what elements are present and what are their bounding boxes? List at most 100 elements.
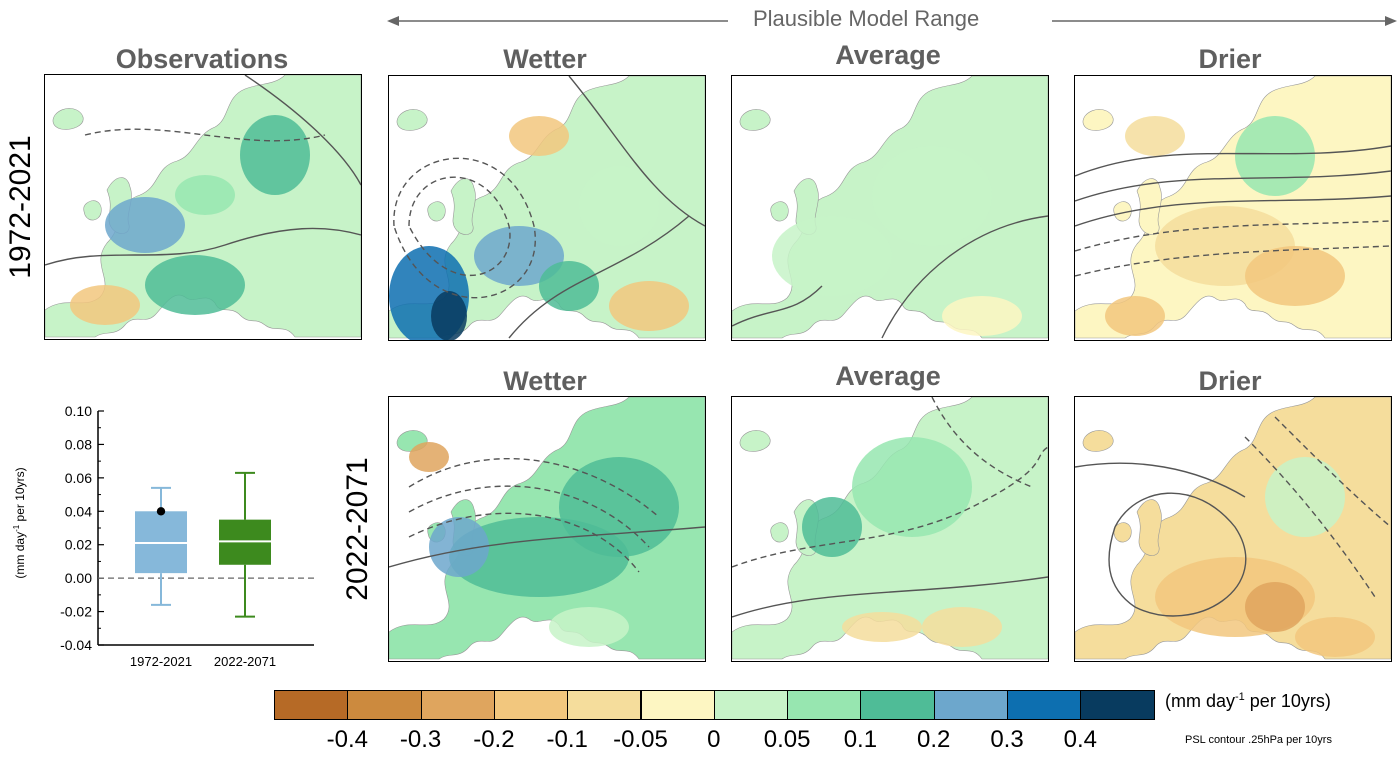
precip-anomaly-patch [1265,457,1345,537]
precip-anomaly-patch [409,442,449,472]
precip-anomaly-patch [772,216,892,296]
iceland-land [739,430,771,452]
psl-contour-solid [1075,462,1246,498]
map-svg [389,397,705,660]
psl-contour-solid [1108,492,1247,617]
psl-contour-dashed [408,458,660,518]
header-wetter-bottom: Wetter [503,366,587,396]
colorbar-cell [787,690,862,720]
psl-contour-dashed [931,397,1033,488]
precip-anomaly-patch [1245,246,1345,306]
y-tick-label: 0.06 [65,470,92,486]
precip-anomaly-patch [559,457,679,557]
colorbar-tick-label: -0.1 [546,726,588,753]
y-tick-label: 0.02 [65,537,92,553]
colorbar-cell [933,690,1008,720]
britain-land [1136,178,1162,235]
boxplot-chart: -0.04 -0.02 0.00 0.02 0.04 0.06 0.08 0.10 1972-… [12,403,314,669]
precip-anomaly-patch [1125,116,1185,156]
precip-anomaly-patch [1245,582,1305,632]
header-average-bottom: Average [835,361,941,391]
precip-anomaly-patch [549,607,629,647]
header-observations: Observations [115,44,289,74]
psl-contour-solid [1075,170,1391,202]
precip-anomaly-patch [429,517,489,577]
header-average-top: Average [835,40,941,70]
precip-anomaly-patch [1295,617,1375,657]
units-tail: per 10yrs) [1244,691,1331,711]
ylabel-sup: -1 [12,524,21,532]
ylabel-main: (mm day [13,532,27,579]
psl-contour-solid [732,285,823,327]
observed-point [156,507,166,516]
colorbar-tick-label: 0.3 [990,726,1024,753]
colorbar-cell [493,690,569,720]
y-tick-label: -0.04 [60,637,92,653]
precip-anomaly-patch [922,607,1002,647]
precip-anomaly-patch [70,285,140,325]
map-svg [1075,76,1391,339]
map-svg [45,75,361,338]
precip-anomaly-patch [539,261,599,311]
ireland-land [83,200,102,221]
psl-contour-dashed [408,485,650,548]
psl-contour-dashed [393,157,536,299]
precip-anomaly-patch [842,612,922,642]
box-2022-2071: 2022-2071 [214,471,276,669]
precip-anomaly-patch [509,116,569,156]
colorbar-cell [347,690,422,720]
boxplot-ylabel: (mm day-1 per 10yrs) [12,467,27,578]
precip-anomaly-patch [431,291,467,340]
map-svg [389,76,705,340]
precip-anomaly-patch [852,437,972,537]
ireland-land [770,201,789,222]
iceland-land [52,108,84,130]
psl-contour-solid [508,215,690,339]
precip-anomaly-patch [105,197,185,253]
colorbar-cell [640,690,715,720]
precip-anomaly-patch [579,166,659,246]
precip-anomaly-patch [942,296,1022,336]
psl-contour-dashed [408,176,511,276]
psl-contour-dashed [84,128,326,142]
colorbar-tick-label: 0.1 [843,726,878,753]
map-average-2022-2071 [731,396,1049,662]
colorbar-cell [420,690,495,720]
map-svg [1075,397,1391,660]
colorbar-tick-label: -0.05 [613,726,668,753]
map-wetter-2022-2071 [388,396,706,662]
precip-anomaly-patch [872,146,992,246]
psl-contour-dashed [1075,220,1391,252]
precip-anomaly-patch [1105,296,1165,336]
ireland-land [770,522,789,543]
colorbar-tick-label: 0.2 [917,726,951,753]
psl-contour-dashed [1244,436,1376,598]
colorbar-tick-label: -0.4 [326,726,368,753]
colorbar-tick-label: 0.05 [763,726,811,753]
ireland-land [1113,201,1132,222]
precip-anomaly-patch [609,281,689,331]
colorbar-tick-label: -0.2 [473,726,515,753]
psl-contour-solid [1075,145,1391,177]
header-wetter-top: Wetter [503,44,587,74]
map-average-1972-2021 [731,75,1049,341]
psl-contour-solid [389,526,705,568]
iceland-land [1082,109,1114,131]
y-tick-label: 0.00 [65,570,92,586]
psl-contour-solid [45,227,361,266]
land-mass [389,76,705,339]
iceland-land [396,109,428,131]
precip-anomaly-patch [175,175,235,215]
plausible-range-label: Plausible Model Range [753,6,980,31]
iceland-land [1082,430,1114,452]
precip-anomaly-patch [802,497,862,557]
psl-contour-solid [732,576,1048,618]
map-drier-2022-2071 [1074,396,1392,662]
psl-contour-solid [881,215,1048,339]
psl-contour-dashed [1075,245,1391,277]
psl-contour-dashed [408,512,640,573]
y-tick-label: 0.04 [65,503,92,519]
range-arrow-left-head [387,16,399,26]
ireland-land [427,201,446,222]
map-svg [732,397,1048,660]
